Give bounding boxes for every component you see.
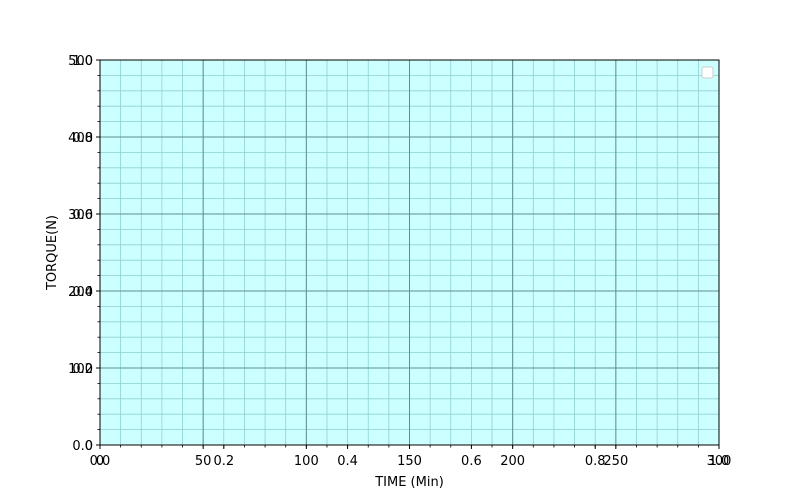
y-tick-label: 200 (68, 285, 93, 300)
y-tick-label: 500 (68, 54, 93, 69)
overlay-x-tick-label: 0.4 (337, 454, 358, 469)
x-tick-label: 200 (500, 454, 525, 469)
y-axis-label: TORQUE(N) (45, 215, 60, 291)
y-tick-label: 300 (68, 208, 93, 223)
y-tick-label: 400 (68, 131, 93, 146)
legend-box (701, 66, 714, 79)
x-tick-label: 150 (397, 454, 422, 469)
y-tick-label: 0 (85, 439, 93, 454)
axis-ticks (96, 59, 720, 449)
overlay-y-tick-label: 0.6 (72, 208, 93, 223)
overlay-y-tick-label: 0.0 (72, 439, 93, 454)
overlay-y-tick-label: 0.8 (72, 131, 93, 146)
overlay-y-tick-label: 0.4 (72, 285, 93, 300)
x-tick-label: 250 (603, 454, 628, 469)
overlay-x-tick-label: 0.6 (461, 454, 482, 469)
x-tick-label: 0 (96, 454, 104, 469)
overlay-x-tick-label: 0.0 (90, 454, 111, 469)
overlay-y-tick-label: 0.2 (72, 362, 93, 377)
x-tick-label: 100 (294, 454, 319, 469)
y-tick-label: 100 (68, 362, 93, 377)
overlay-x-tick-label: 1.0 (709, 454, 730, 469)
overlay-y-tick-label: 1.0 (72, 54, 93, 69)
overlay-x-tick-label: 0.2 (213, 454, 234, 469)
x-tick-label: 300 (707, 454, 732, 469)
x-axis-label: TIME (Min) (374, 475, 444, 490)
axis-tick-labels: 0 50 100 150 200 250 300 0 100 200 300 400 500 0.0 0.2… (68, 54, 731, 469)
x-tick-label: 50 (195, 454, 212, 469)
overlay-x-tick-label: 0.8 (585, 454, 606, 469)
plot-frame (99, 59, 720, 446)
